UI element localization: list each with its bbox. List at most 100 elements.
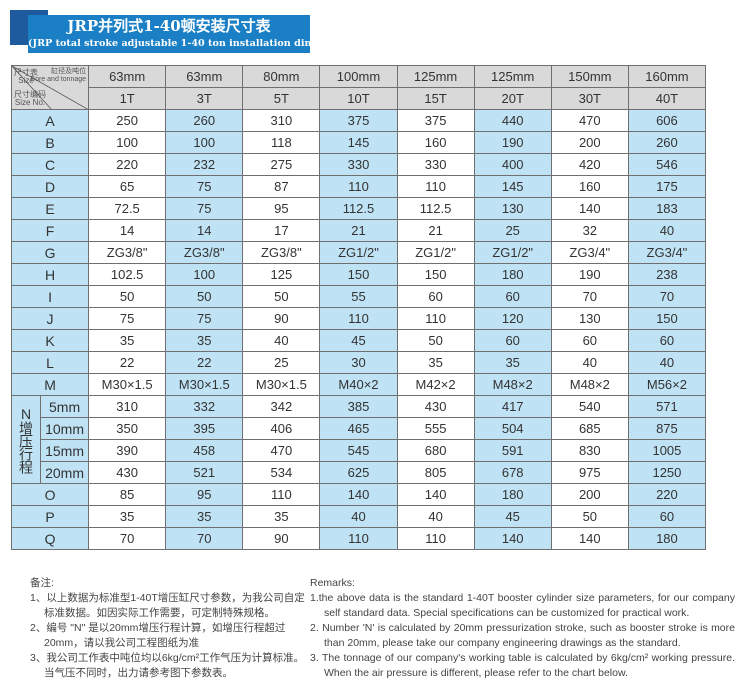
table-row: Q 70 70 90 110 110 140 140 180 — [10, 527, 707, 550]
note-en-3: 3. The tonnage of our company's working … — [310, 652, 735, 679]
value-cell: 35 — [242, 505, 321, 528]
value-cell: 310 — [88, 395, 167, 418]
note-en-2: 2. Number 'N' is calculated by 20mm pres… — [310, 622, 735, 649]
value-cell: 440 — [473, 109, 552, 132]
table-row: D 65 75 87 110 110 145 160 175 — [10, 175, 707, 198]
value-cell: 260 — [627, 131, 707, 154]
value-cell: ZG1/2" — [319, 241, 398, 264]
table-row: C 220 232 275 330 330 400 420 546 — [10, 153, 707, 176]
bore-header-row: 尺寸表 Size 缸径及吨位 Bore and tonnage 尺寸编码 Size N… — [10, 65, 707, 110]
value-cell: 180 — [473, 263, 552, 286]
value-cell: 50 — [165, 285, 244, 308]
value-cell: 22 — [88, 351, 167, 374]
n-group-label: N增压行程 — [10, 395, 42, 484]
value-cell: 260 — [165, 109, 244, 132]
value-cell: 678 — [473, 461, 552, 484]
value-cell: 975 — [550, 461, 629, 484]
row-label: G — [10, 241, 90, 264]
value-cell: 45 — [319, 329, 398, 352]
row-label: M — [10, 373, 90, 396]
value-cell: 25 — [473, 219, 552, 242]
table-row: F 14 14 17 21 21 25 32 40 — [10, 219, 707, 242]
value-cell: 680 — [396, 439, 475, 462]
value-cell: ZG3/8" — [242, 241, 321, 264]
value-cell: 110 — [396, 175, 475, 198]
value-cell: 102.5 — [88, 263, 167, 286]
row-label: H — [10, 263, 90, 286]
value-cell: 150 — [396, 263, 475, 286]
value-cell: 22 — [165, 351, 244, 374]
value-cell: 65 — [88, 175, 167, 198]
value-cell: 406 — [242, 417, 321, 440]
value-cell: 555 — [396, 417, 475, 440]
value-cell: M48×2 — [550, 373, 629, 396]
value-cell: 540 — [550, 395, 629, 418]
value-cell: 310 — [242, 109, 321, 132]
corner-sizeno-label: 尺寸编码 Size No. — [14, 90, 46, 107]
n-stroke-label: 15mm — [40, 439, 90, 462]
value-cell: 60 — [473, 285, 552, 308]
value-cell: 17 — [242, 219, 321, 242]
value-cell: 238 — [627, 263, 707, 286]
note-zh-2: 2、编号 "N" 是以20mm增压行程计算，如增压行程超过20mm，请以我公司工… — [30, 622, 286, 649]
value-cell: ZG1/2" — [473, 241, 552, 264]
value-cell: 60 — [396, 285, 475, 308]
value-cell: 110 — [396, 307, 475, 330]
table-row: K 35 35 40 45 50 60 60 60 — [10, 329, 707, 352]
corner-cell: 尺寸表 Size 缸径及吨位 Bore and tonnage 尺寸编码 Size N… — [10, 65, 90, 110]
table-row: 10mm 350 395 406 465 555 504 685 875 — [12, 417, 707, 440]
value-cell: 70 — [165, 527, 244, 550]
table-row: P 35 35 35 40 40 45 50 60 — [10, 505, 707, 528]
table-row: H 102.5 100 125 150 150 180 190 238 — [10, 263, 707, 286]
value-cell: 200 — [550, 483, 629, 506]
tonnage-header: 15T — [396, 87, 475, 110]
value-cell: 417 — [473, 395, 552, 418]
value-cell: 60 — [550, 329, 629, 352]
value-cell: 190 — [550, 263, 629, 286]
row-label: B — [10, 131, 90, 154]
row-label: D — [10, 175, 90, 198]
value-cell: M48×2 — [473, 373, 552, 396]
tonnage-header: 1T — [88, 87, 167, 110]
value-cell: 32 — [550, 219, 629, 242]
value-cell: 70 — [550, 285, 629, 308]
value-cell: 232 — [165, 153, 244, 176]
value-cell: 35 — [165, 505, 244, 528]
value-cell: ZG3/8" — [88, 241, 167, 264]
value-cell: M40×2 — [319, 373, 398, 396]
value-cell: 546 — [627, 153, 707, 176]
value-cell: 100 — [88, 131, 167, 154]
value-cell: 110 — [319, 527, 398, 550]
value-cell: 50 — [396, 329, 475, 352]
row-label: C — [10, 153, 90, 176]
row-label: A — [10, 109, 90, 132]
value-cell: 50 — [550, 505, 629, 528]
value-cell: 830 — [550, 439, 629, 462]
notes-chinese: 备注: 1、以上数据为标准型1-40T增压缸尺寸参数，为我公司自定标准数据。如因… — [30, 576, 305, 681]
value-cell: 110 — [396, 527, 475, 550]
value-cell: 140 — [550, 197, 629, 220]
row-label: E — [10, 197, 90, 220]
value-cell: 625 — [319, 461, 398, 484]
value-cell: 145 — [319, 131, 398, 154]
row-label: P — [10, 505, 90, 528]
table-row: A 250 260 310 375 375 440 470 606 — [10, 109, 707, 132]
title-en: (JRP total stroke adjustable 1-40 ton in… — [28, 38, 386, 49]
table-row: L 22 22 25 30 35 35 40 40 — [10, 351, 707, 374]
row-label: L — [10, 351, 90, 374]
value-cell: 342 — [242, 395, 321, 418]
value-cell: 112.5 — [319, 197, 398, 220]
bore-header: 160mm — [627, 65, 707, 88]
value-cell: 110 — [319, 175, 398, 198]
value-cell: 571 — [627, 395, 707, 418]
value-cell: 72.5 — [88, 197, 167, 220]
table-row: N增压行程 5mm 310 332 342 385 430 417 540 571 — [10, 395, 707, 484]
note-en-1: 1.the above data is the standard 1-40T b… — [310, 592, 735, 619]
value-cell: 330 — [396, 153, 475, 176]
tonnage-header: 20T — [473, 87, 552, 110]
value-cell: 40 — [627, 351, 707, 374]
value-cell: 120 — [473, 307, 552, 330]
value-cell: 75 — [88, 307, 167, 330]
bore-header: 125mm — [396, 65, 475, 88]
value-cell: 180 — [473, 483, 552, 506]
